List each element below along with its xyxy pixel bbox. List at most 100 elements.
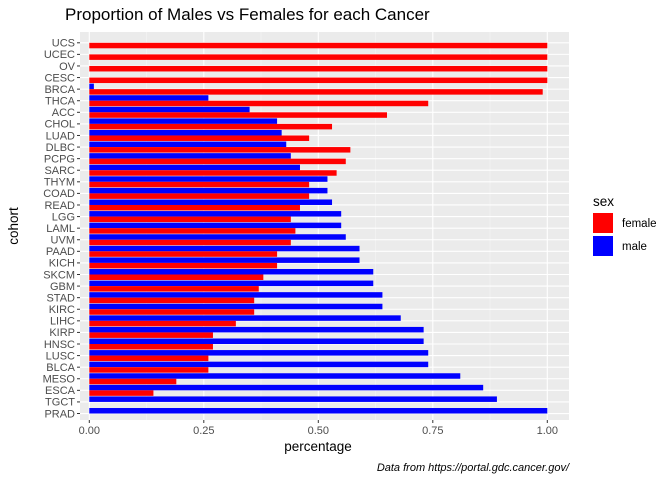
bar-male-stad — [89, 292, 383, 298]
bar-male-paad — [89, 245, 360, 252]
y-tick-label: LUSC — [46, 350, 75, 362]
y-tick-label: UVM — [51, 235, 75, 247]
bar-male-gbm — [89, 280, 374, 287]
x-tick-labels: 0.00 0.25 0.50 0.75 1.00 — [79, 420, 558, 437]
y-tick-label: TGCT — [45, 397, 75, 409]
bar-male-lgg — [89, 211, 342, 217]
bar-male-pcpg — [89, 153, 291, 159]
legend-swatch-male — [593, 236, 613, 256]
bar-female-brca — [89, 89, 543, 95]
bar-male-lusc — [89, 350, 429, 356]
legend-label-female: female — [622, 218, 657, 230]
legend-label-male: male — [622, 241, 647, 253]
bar-female-uvm — [89, 239, 291, 246]
bar-female-thym — [89, 181, 310, 188]
bar-male-prad — [89, 408, 548, 414]
bar-female-cesc — [89, 77, 548, 84]
bars — [89, 42, 548, 414]
x-tick-label: 0.25 — [193, 425, 214, 437]
legend-title: sex — [593, 194, 614, 209]
bar-male-thca — [89, 95, 209, 101]
bar-female-lusc — [89, 355, 209, 362]
data-source-caption: Data from https://portal.gdc.cancer.gov/ — [377, 462, 570, 474]
y-tick-label: DLBC — [46, 142, 75, 154]
bar-female-kich — [89, 262, 278, 269]
bar-female-sarc — [89, 170, 337, 176]
bar-male-luad — [89, 129, 282, 136]
bar-female-esca — [89, 390, 154, 396]
legend: sex female male — [593, 194, 657, 256]
x-tick-label: 1.00 — [537, 425, 558, 437]
bar-male-read — [89, 199, 333, 205]
bar-male-skcm — [89, 268, 374, 275]
bar-male-lihc — [89, 315, 401, 321]
bar-female-kirp — [89, 332, 213, 338]
bar-female-acc — [89, 112, 388, 118]
y-tick-label: GBM — [50, 281, 75, 293]
y-tick-label: UCS — [52, 38, 75, 50]
x-tick-label: 0.75 — [422, 425, 443, 437]
bar-female-ucs — [89, 42, 548, 49]
bar-male-acc — [89, 106, 250, 113]
y-tick-label: COAD — [43, 188, 75, 200]
bar-female-meso — [89, 378, 177, 385]
y-tick-label: ESCA — [45, 385, 76, 397]
y-tick-label: CHOL — [44, 119, 75, 131]
bar-female-luad — [89, 135, 310, 141]
y-tick-label: KIRC — [49, 304, 75, 316]
bar-male-chol — [89, 118, 278, 124]
y-tick-label: SARC — [44, 165, 75, 177]
bar-female-lgg — [89, 216, 291, 223]
x-tick-label: 0.00 — [79, 425, 100, 437]
bar-female-pcpg — [89, 158, 346, 165]
y-tick-label: ACC — [52, 107, 75, 119]
legend-swatch-female — [593, 213, 613, 233]
y-tick-label: PRAD — [44, 408, 75, 420]
bar-male-coad — [89, 187, 328, 194]
y-tick-label: MESO — [43, 374, 76, 386]
y-tick-label: LIHC — [50, 316, 75, 328]
y-tick-label: PAAD — [46, 246, 75, 258]
chart-title: Proportion of Males vs Females for each … — [65, 5, 430, 24]
bar-male-kirc — [89, 303, 383, 310]
y-tick-label: KIRP — [49, 327, 75, 339]
bar-female-hnsc — [89, 344, 213, 350]
y-tick-label: LGG — [52, 211, 75, 223]
bar-female-thca — [89, 100, 429, 107]
y-tick-label: UCEC — [44, 49, 75, 61]
y-tick-labels: UCSUCECOVCESCBRCATHCAACCCHOLLUADDLBCPCPG… — [43, 38, 80, 420]
bar-female-kirc — [89, 309, 255, 315]
bar-male-brca — [89, 83, 94, 90]
bar-female-skcm — [89, 274, 264, 280]
bar-male-tgct — [89, 396, 497, 402]
bar-male-laml — [89, 222, 342, 229]
bar-female-blca — [89, 367, 209, 373]
y-tick-label: HNSC — [44, 339, 75, 351]
bar-male-blca — [89, 361, 429, 368]
y-tick-label: STAD — [46, 292, 75, 304]
y-tick-label: SKCM — [43, 269, 75, 281]
bar-female-read — [89, 204, 300, 211]
bar-female-gbm — [89, 286, 259, 292]
bar-male-thym — [89, 176, 328, 182]
x-tick-label: 0.50 — [308, 425, 329, 437]
bar-male-kirp — [89, 326, 424, 333]
bar-female-ov — [89, 65, 548, 72]
bar-female-paad — [89, 251, 278, 257]
y-tick-label: PCPG — [44, 153, 75, 165]
bar-female-dlbc — [89, 147, 351, 153]
bar-female-laml — [89, 228, 296, 234]
y-tick-label: THCA — [45, 96, 76, 108]
bar-female-coad — [89, 193, 310, 199]
y-tick-label: BRCA — [44, 84, 75, 96]
bar-female-ucec — [89, 54, 548, 60]
bar-male-uvm — [89, 234, 346, 240]
bar-male-sarc — [89, 164, 300, 171]
y-axis-title: cohort — [6, 207, 21, 245]
bar-male-dlbc — [89, 141, 287, 148]
bar-female-chol — [89, 123, 333, 130]
y-tick-label: READ — [44, 200, 75, 212]
y-tick-label: KICH — [49, 258, 75, 270]
x-axis-title: percentage — [284, 439, 352, 454]
